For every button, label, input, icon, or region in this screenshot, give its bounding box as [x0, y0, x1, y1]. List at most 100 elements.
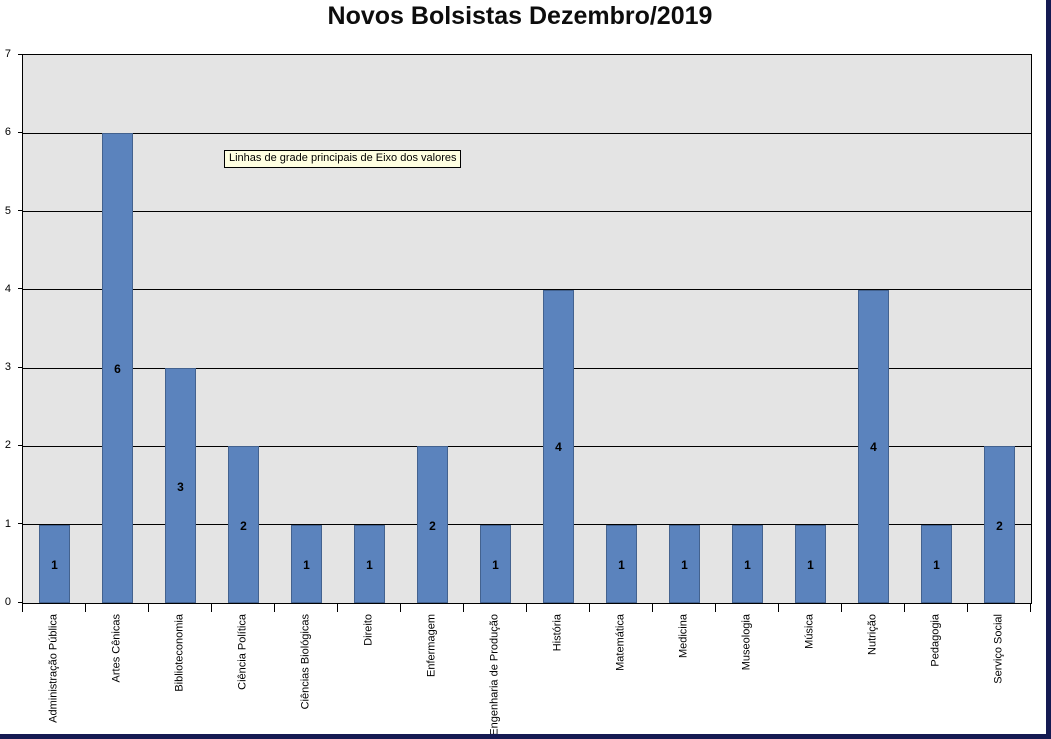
- bar-slot: 1: [905, 55, 968, 603]
- x-axis-category: Serviço Social: [967, 614, 1030, 734]
- x-axis-category-label: Pedagogia: [929, 614, 941, 667]
- x-axis-tick-mark: [967, 603, 968, 612]
- x-axis-category-label: Engenharia de Produção: [488, 614, 500, 736]
- bar-slot: 1: [338, 55, 401, 603]
- y-axis-tick-label: 1: [4, 517, 11, 530]
- x-axis-category: Matemática: [589, 614, 652, 734]
- x-axis-category-label: Administração Pública: [47, 614, 59, 723]
- bar[interactable]: [542, 289, 575, 603]
- x-axis-category: Engenharia de Produção: [463, 614, 526, 734]
- y-axis-tick-label: 5: [4, 204, 11, 217]
- y-axis-tick-mark: [18, 366, 23, 368]
- bar[interactable]: [857, 289, 890, 603]
- x-axis-category-label: Matemática: [614, 614, 626, 671]
- bar[interactable]: [290, 524, 323, 603]
- x-axis-category: Administração Pública: [22, 614, 85, 734]
- bar[interactable]: [668, 524, 701, 603]
- bar-slot: 1: [464, 55, 527, 603]
- bar[interactable]: [101, 133, 134, 603]
- y-axis-tick-mark: [18, 288, 23, 290]
- x-axis-category: Pedagogia: [904, 614, 967, 734]
- bar-value-label: 1: [807, 557, 814, 572]
- y-axis-tick-mark: [18, 601, 23, 603]
- x-axis-category-label: Ciência Política: [236, 614, 248, 690]
- bar-slot: 4: [842, 55, 905, 603]
- bar[interactable]: [353, 524, 386, 603]
- bar-value-label: 1: [681, 557, 688, 572]
- x-axis-category: Nutrição: [841, 614, 904, 734]
- y-axis-tick-label: 7: [4, 48, 11, 60]
- x-axis-category: Direito: [337, 614, 400, 734]
- y-axis-tick-label: 2: [4, 439, 11, 452]
- bar[interactable]: [479, 524, 512, 603]
- x-axis-tick-mark: [148, 603, 149, 612]
- bar[interactable]: [983, 446, 1016, 603]
- bar-value-label: 1: [744, 557, 751, 572]
- bar-value-label: 1: [51, 557, 58, 572]
- x-axis-category-label: Serviço Social: [992, 614, 1004, 684]
- x-axis-tick-mark: [274, 603, 275, 612]
- bar[interactable]: [605, 524, 638, 603]
- x-axis-category-label: Museologia: [740, 614, 752, 671]
- x-axis-category: Museologia: [715, 614, 778, 734]
- bar[interactable]: [794, 524, 827, 603]
- x-axis-category-label: Direito: [362, 614, 374, 646]
- bar[interactable]: [38, 524, 71, 603]
- x-axis-tick-mark: [211, 603, 212, 612]
- bar-value-label: 4: [870, 440, 877, 455]
- x-axis-tick-mark: [904, 603, 905, 612]
- bar[interactable]: [227, 446, 260, 603]
- bar-slot: 2: [401, 55, 464, 603]
- y-axis-tick-label: 4: [4, 282, 11, 295]
- bar-value-label: 2: [429, 518, 436, 533]
- x-axis-category-label: Ciências Biológicas: [299, 614, 311, 710]
- x-axis-tick-mark: [778, 603, 779, 612]
- x-axis-tick-mark: [526, 603, 527, 612]
- bar-slot: 1: [275, 55, 338, 603]
- bar-slot: 1: [653, 55, 716, 603]
- plot-area: 1 6 3 2 1 1 2 1 4 1 1 1 1 4 1 2: [22, 54, 1032, 604]
- bar-value-label: 2: [996, 518, 1003, 533]
- gridline-tooltip: Linhas de grade principais de Eixo dos v…: [224, 150, 462, 168]
- bar[interactable]: [164, 368, 197, 603]
- bar-slot: 1: [590, 55, 653, 603]
- bar[interactable]: [920, 524, 953, 603]
- bar[interactable]: [416, 446, 449, 603]
- y-axis-tick-label: 3: [4, 361, 11, 374]
- bar-slot: 3: [149, 55, 212, 603]
- x-axis-category-label: Medicina: [677, 614, 689, 659]
- bar[interactable]: [731, 524, 764, 603]
- x-axis-category: Medicina: [652, 614, 715, 734]
- bar-slot: 6: [86, 55, 149, 603]
- bar-value-label: 2: [240, 518, 247, 533]
- x-axis-category: Artes Cênicas: [85, 614, 148, 734]
- x-axis-category: Biblioteconomia: [148, 614, 211, 734]
- bar-value-label: 1: [618, 557, 625, 572]
- x-axis-tick-mark: [652, 603, 653, 612]
- bar-value-label: 1: [366, 557, 373, 572]
- gridline: [23, 367, 1031, 369]
- y-axis-tick-mark: [18, 131, 23, 133]
- y-axis-tick-mark: [18, 444, 23, 446]
- gridline: [23, 289, 1031, 291]
- x-axis-category-label: Biblioteconomia: [173, 614, 185, 692]
- bar-slot: 1: [779, 55, 842, 603]
- x-axis-tick-mark: [589, 603, 590, 612]
- x-axis-tick-mark: [715, 603, 716, 612]
- plot-inner: 1 6 3 2 1 1 2 1 4 1 1 1 1 4 1 2: [23, 55, 1031, 603]
- y-axis-tick-mark: [18, 53, 23, 55]
- gridline: [23, 132, 1031, 134]
- y-axis-tick-label: 6: [4, 126, 11, 139]
- bar-value-label: 1: [492, 557, 499, 572]
- x-axis-category-label: História: [551, 614, 563, 652]
- x-axis-tick-mark: [85, 603, 86, 612]
- x-axis-category-label: Artes Cênicas: [110, 614, 122, 683]
- bar-slot: 1: [23, 55, 86, 603]
- x-axis-tick-mark: [22, 603, 23, 612]
- x-axis-tick-mark: [463, 603, 464, 612]
- x-axis-tick-mark: [1030, 603, 1031, 612]
- x-axis-category-label: Nutrição: [866, 614, 878, 655]
- x-axis-tick-mark: [337, 603, 338, 612]
- x-axis-category: História: [526, 614, 589, 734]
- gridline: [23, 211, 1031, 213]
